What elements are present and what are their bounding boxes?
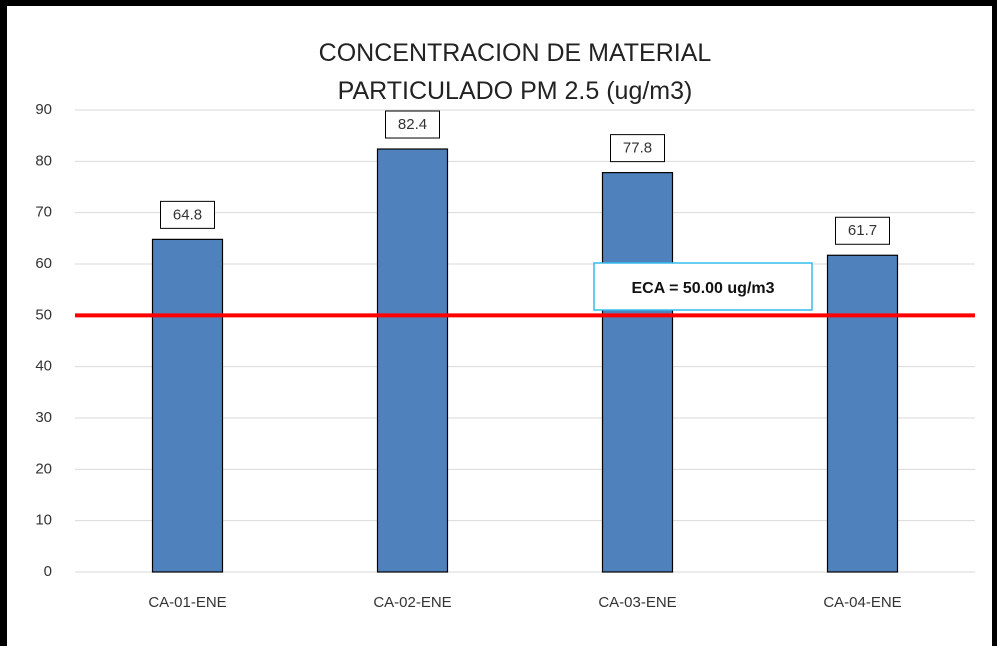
reference-label: ECA = 50.00 ug/m3 xyxy=(631,280,774,297)
y-tick-label: 0 xyxy=(44,563,52,580)
chart-title: CONCENTRACION DE MATERIAL PARTICULADO PM… xyxy=(318,39,712,105)
y-tick-label: 70 xyxy=(35,204,52,221)
data-label-box xyxy=(385,110,440,139)
data-label: 77.8 xyxy=(623,140,652,157)
y-tick-label: 30 xyxy=(35,409,52,426)
bar xyxy=(376,148,449,573)
reference-label-box xyxy=(593,262,813,311)
y-tick-label: 40 xyxy=(35,358,52,375)
data-label: 64.8 xyxy=(173,206,202,223)
y-tick-label: 10 xyxy=(35,512,52,529)
bar xyxy=(601,172,674,573)
data-label-box xyxy=(160,200,215,229)
bar xyxy=(826,254,899,573)
y-tick-label: 60 xyxy=(35,255,52,272)
x-tick-label: CA-02-ENE xyxy=(373,594,451,611)
y-tick-label: 90 xyxy=(35,101,52,118)
bar xyxy=(151,238,224,573)
x-tick-label: CA-01-ENE xyxy=(148,594,226,611)
y-tick-label: 20 xyxy=(35,460,52,477)
x-tick-label: CA-03-ENE xyxy=(598,594,676,611)
data-label-box xyxy=(835,216,890,245)
y-tick-label: 80 xyxy=(35,152,52,169)
x-tick-label: CA-04-ENE xyxy=(823,594,901,611)
data-label: 82.4 xyxy=(398,116,427,133)
y-tick-label: 50 xyxy=(35,306,52,323)
data-label-box xyxy=(610,134,665,163)
data-label: 61.7 xyxy=(848,222,877,239)
